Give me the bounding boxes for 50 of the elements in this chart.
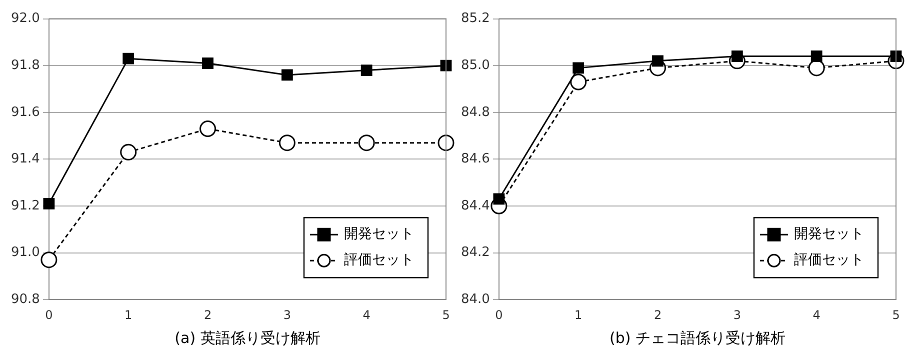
x-tick-label: 0 — [495, 308, 503, 322]
y-tick-label: 92.0 — [10, 11, 40, 26]
point — [493, 193, 505, 205]
x-tick-label: 3 — [283, 308, 291, 322]
y-tick-label: 84.6 — [460, 152, 490, 167]
point — [122, 52, 134, 64]
y-tick-label: 84.2 — [460, 245, 490, 260]
point — [808, 60, 825, 76]
point — [40, 252, 58, 268]
x-tick-label: 5 — [892, 308, 900, 322]
y-tick-label: 91.8 — [10, 58, 40, 73]
x-tick-label: 0 — [45, 308, 53, 322]
x-tick-label: 1 — [574, 308, 582, 322]
x-tick-label: 2 — [654, 308, 662, 322]
x-tick-label: 3 — [733, 308, 741, 322]
y-tick-label: 91.6 — [10, 104, 40, 120]
y-tick-label: 84.8 — [460, 104, 490, 120]
point — [652, 55, 664, 67]
x-tick-label: 5 — [442, 308, 450, 322]
point — [358, 134, 375, 152]
y-tick-label: 91.2 — [10, 198, 40, 214]
point — [438, 134, 454, 152]
point — [570, 74, 587, 90]
y-tick-label: 91.0 — [10, 245, 40, 260]
x-tick-label: 4 — [362, 308, 370, 322]
point — [120, 144, 137, 160]
x-tick-label: 1 — [124, 308, 132, 322]
legend-label: 評価セット — [344, 252, 414, 268]
y-tick-label: 90.8 — [10, 292, 40, 307]
x-axis-title: (a) 英語係り受け解析 — [174, 328, 320, 347]
y-tick-label: 85.2 — [460, 11, 490, 26]
x-tick-label: 4 — [812, 308, 820, 322]
point — [278, 134, 296, 152]
point — [202, 58, 214, 69]
y-tick-label: 84.0 — [460, 292, 490, 307]
y-tick-label: 85.0 — [460, 58, 490, 73]
legend-label: 開発セット — [344, 226, 414, 242]
legend-label: 開発セット — [794, 226, 864, 242]
point — [200, 120, 216, 138]
point — [43, 198, 55, 210]
point — [572, 62, 584, 74]
y-tick-label: 91.4 — [10, 152, 40, 167]
x-tick-label: 2 — [204, 308, 212, 322]
y-tick-label: 84.4 — [460, 198, 490, 214]
point — [440, 60, 452, 72]
point — [810, 50, 822, 62]
point — [281, 69, 293, 81]
x-axis-title: (b) チェコ語係り受け解析 — [609, 328, 786, 347]
legend-label: 評価セット — [794, 252, 864, 268]
point — [360, 64, 372, 76]
